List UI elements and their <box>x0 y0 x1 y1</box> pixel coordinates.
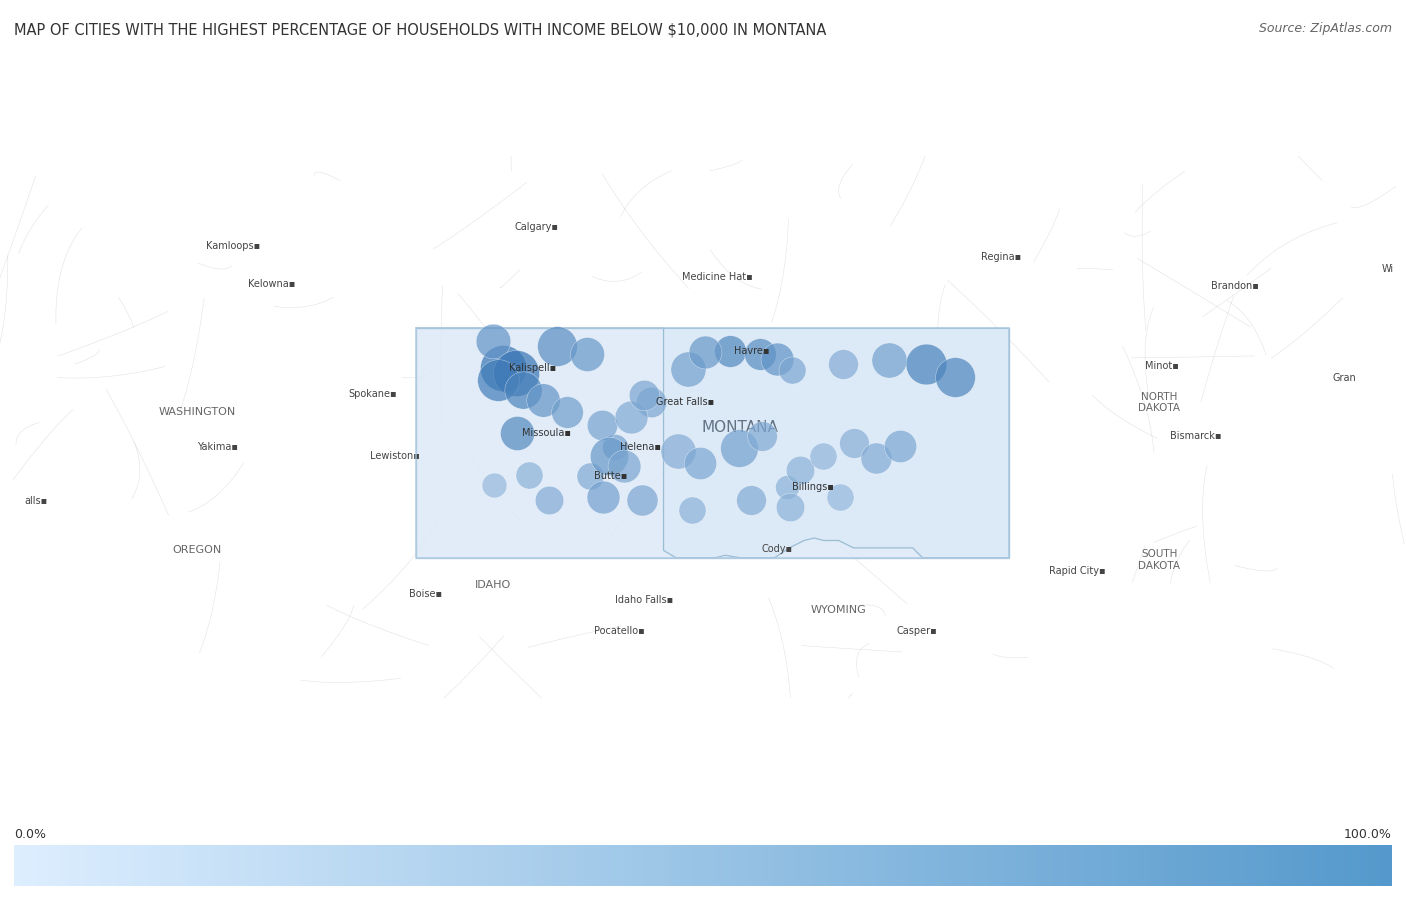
Point <box>776 480 799 494</box>
Point <box>695 345 717 360</box>
Point <box>579 469 602 484</box>
Point <box>633 387 655 402</box>
Point <box>811 449 834 463</box>
Text: Great Falls▪: Great Falls▪ <box>657 397 714 407</box>
Text: Calgary▪: Calgary▪ <box>515 222 558 232</box>
Point <box>728 441 751 455</box>
Point <box>681 503 703 517</box>
Point <box>517 468 540 483</box>
Text: MONTANA: MONTANA <box>702 420 779 434</box>
Text: alls▪: alls▪ <box>25 496 48 506</box>
Text: Pocatello▪: Pocatello▪ <box>595 626 645 636</box>
Point <box>789 463 811 477</box>
Point <box>591 417 613 432</box>
Text: NORTH
DAKOTA: NORTH DAKOTA <box>1139 392 1180 414</box>
Text: WASHINGTON: WASHINGTON <box>159 407 236 417</box>
Text: Billings▪: Billings▪ <box>792 482 834 492</box>
Point <box>512 383 534 397</box>
Point <box>943 369 966 384</box>
Point <box>889 439 911 453</box>
Point <box>482 334 505 348</box>
Text: Boise▪: Boise▪ <box>409 589 443 599</box>
Text: 100.0%: 100.0% <box>1344 828 1392 841</box>
Point <box>631 493 654 507</box>
Point <box>613 458 636 473</box>
Text: MAP OF CITIES WITH THE HIGHEST PERCENTAGE OF HOUSEHOLDS WITH INCOME BELOW $10,00: MAP OF CITIES WITH THE HIGHEST PERCENTAG… <box>14 22 827 38</box>
Point <box>766 352 789 366</box>
Text: Kalispell▪: Kalispell▪ <box>509 363 555 373</box>
Text: 0.0%: 0.0% <box>14 828 46 841</box>
Text: Yakima▪: Yakima▪ <box>197 441 238 452</box>
Point <box>740 493 762 507</box>
Point <box>640 396 662 410</box>
Text: Brandon▪: Brandon▪ <box>1211 281 1258 291</box>
Point <box>831 357 853 371</box>
Text: Havre▪: Havre▪ <box>734 345 770 356</box>
Text: SOUTH
DAKOTA: SOUTH DAKOTA <box>1139 549 1180 571</box>
Point <box>537 493 560 507</box>
Text: WYOMING: WYOMING <box>811 604 866 615</box>
Text: Cody▪: Cody▪ <box>761 544 793 554</box>
Text: Regina▪: Regina▪ <box>981 252 1021 262</box>
Text: Medicine Hat▪: Medicine Hat▪ <box>682 272 752 282</box>
Point <box>592 490 614 504</box>
Point <box>748 347 770 361</box>
Text: Spokane▪: Spokane▪ <box>349 389 398 399</box>
FancyBboxPatch shape <box>416 328 1010 557</box>
Point <box>620 410 643 424</box>
Point <box>491 360 513 375</box>
Text: Butte▪: Butte▪ <box>595 471 627 481</box>
Point <box>828 490 851 504</box>
Polygon shape <box>416 328 1010 557</box>
Text: Missoula▪: Missoula▪ <box>523 428 571 439</box>
Point <box>689 456 711 470</box>
Point <box>546 338 568 352</box>
Point <box>780 363 803 378</box>
Text: Source: ZipAtlas.com: Source: ZipAtlas.com <box>1258 22 1392 35</box>
Text: Gran: Gran <box>1331 373 1355 383</box>
Text: Rapid City▪: Rapid City▪ <box>1049 566 1107 576</box>
Text: Casper▪: Casper▪ <box>897 626 938 636</box>
Point <box>505 366 527 380</box>
Text: Lewiston▪: Lewiston▪ <box>370 450 420 460</box>
Point <box>676 361 699 376</box>
Point <box>484 478 506 493</box>
Point <box>915 357 938 371</box>
Point <box>598 449 620 463</box>
Point <box>605 440 627 454</box>
Point <box>877 353 900 368</box>
Point <box>576 347 599 361</box>
Text: Idaho Falls▪: Idaho Falls▪ <box>616 595 673 605</box>
Point <box>506 426 529 441</box>
Text: Helena▪: Helena▪ <box>620 442 661 452</box>
Text: IDAHO: IDAHO <box>475 580 512 590</box>
Text: Kamloops▪: Kamloops▪ <box>205 241 260 251</box>
Point <box>844 436 866 450</box>
Point <box>486 373 509 387</box>
Point <box>865 450 887 465</box>
Text: OREGON: OREGON <box>173 546 222 556</box>
Point <box>531 393 554 407</box>
Text: Kelowna▪: Kelowna▪ <box>247 280 295 289</box>
Text: Minot▪: Minot▪ <box>1144 361 1178 371</box>
Point <box>779 500 801 514</box>
Text: Wi: Wi <box>1381 264 1393 274</box>
Point <box>557 405 579 420</box>
Point <box>751 429 773 443</box>
Point <box>666 443 689 458</box>
Text: Bismarck▪: Bismarck▪ <box>1170 432 1222 441</box>
Point <box>720 343 742 358</box>
